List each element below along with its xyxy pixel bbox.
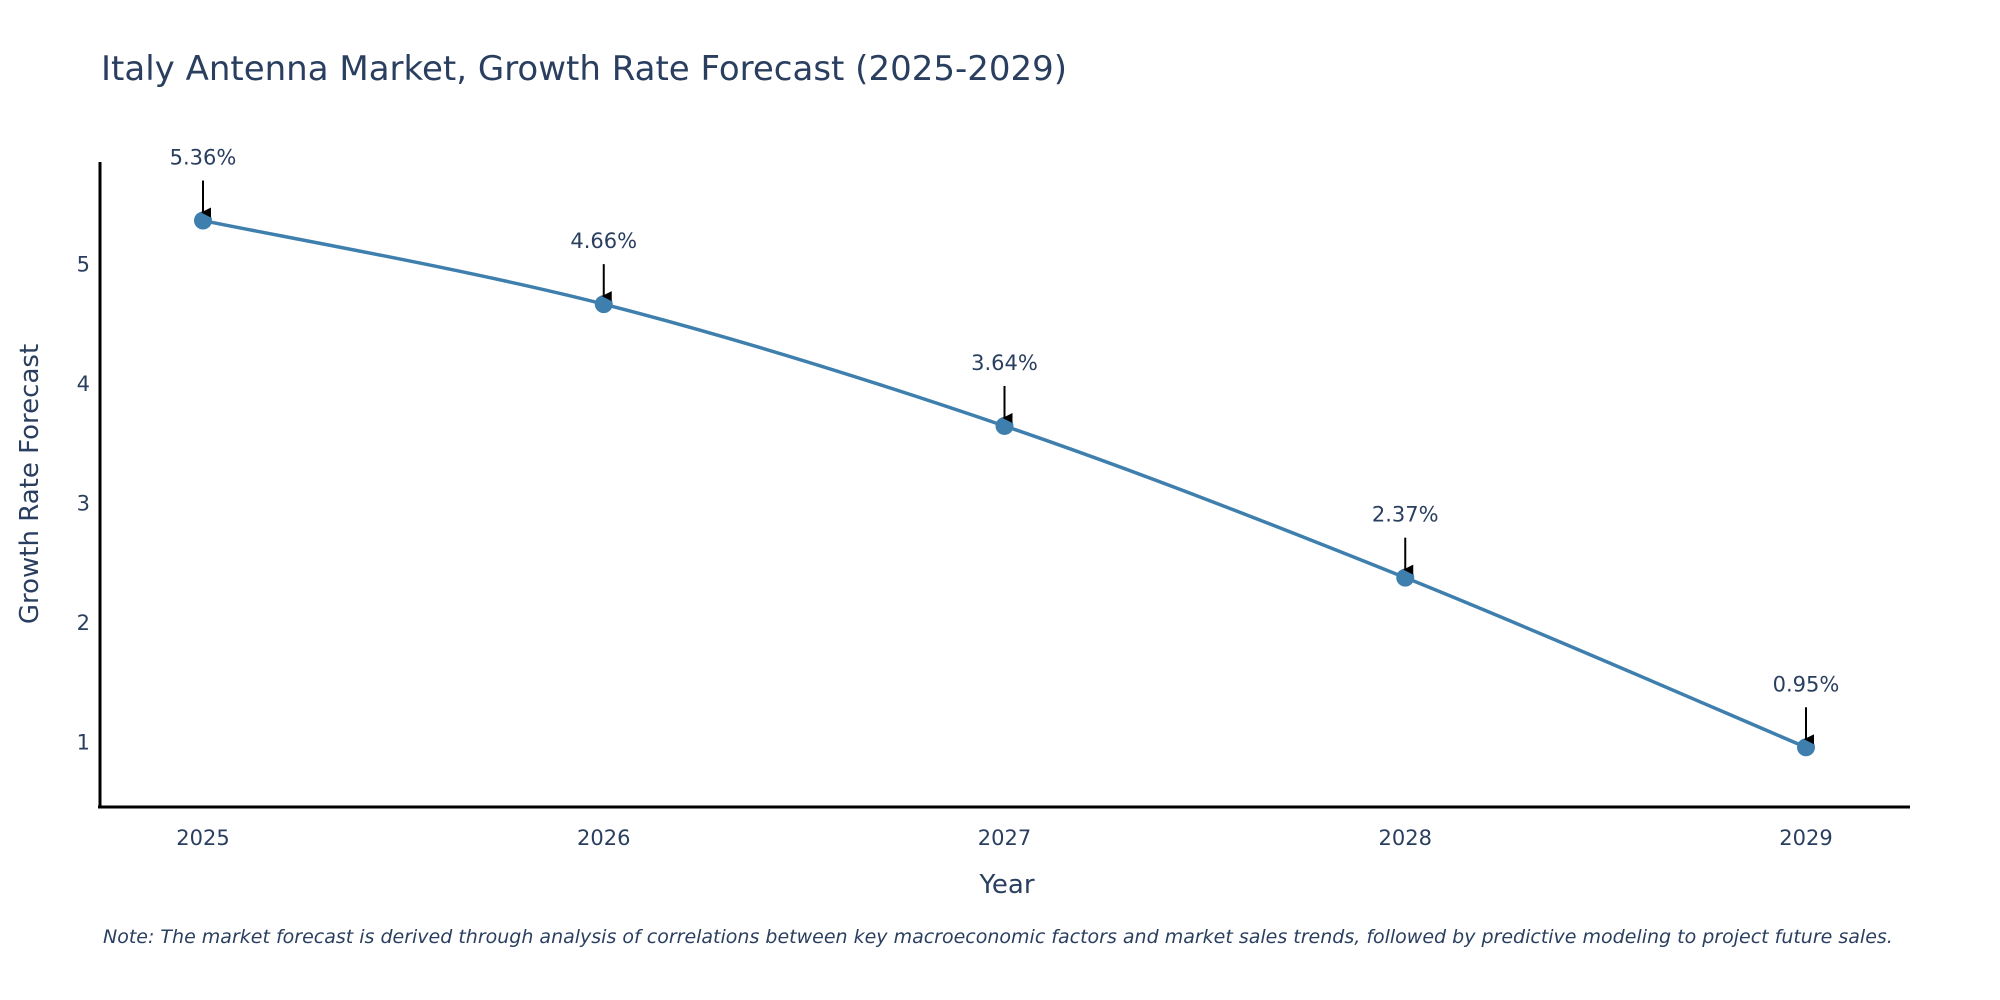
data-label: 0.95%	[1773, 672, 1840, 696]
x-tick-label: 2028	[1379, 826, 1432, 850]
x-tick-label: 2026	[577, 826, 630, 850]
y-tick-label: 5	[77, 253, 90, 277]
data-label: 3.64%	[971, 351, 1038, 375]
chart-title: Italy Antenna Market, Growth Rate Foreca…	[101, 49, 1067, 89]
data-point-marker	[594, 295, 613, 314]
x-axis-title: Year	[978, 870, 1034, 900]
plot-area: 1 2 3 4 5 2025 2026 2027 2028 2029 5.36% 4.66% 3.6…	[77, 146, 1910, 850]
data-label: 2.37%	[1372, 503, 1439, 527]
y-tick-label: 2	[77, 611, 90, 635]
data-point-marker	[995, 416, 1014, 435]
data-point-marker	[1797, 738, 1815, 757]
data-label-annotations: 5.36% 4.66% 3.64% 2.37% 0.95%	[170, 146, 1840, 745]
y-tick-label: 1	[77, 730, 90, 754]
series-line	[201, 218, 1808, 750]
data-label: 5.36%	[170, 146, 237, 170]
data-label: 4.66%	[570, 229, 637, 253]
y-tick-label: 3	[77, 491, 90, 515]
y-tick-label: 4	[77, 372, 90, 396]
data-point-marker	[194, 211, 212, 230]
series-markers	[194, 211, 1815, 757]
x-tick-label: 2027	[978, 826, 1031, 850]
x-tick-label: 2025	[176, 826, 229, 850]
x-axis-ticks: 2025 2026 2027 2028 2029	[176, 826, 1832, 850]
y-axis-title: Growth Rate Forecast	[15, 344, 45, 624]
data-point-marker	[1396, 568, 1415, 587]
forecast-note: Note: The market forecast is derived thr…	[103, 926, 1893, 948]
y-axis-ticks: 1 2 3 4 5	[77, 253, 90, 755]
x-tick-label: 2029	[1779, 826, 1832, 850]
